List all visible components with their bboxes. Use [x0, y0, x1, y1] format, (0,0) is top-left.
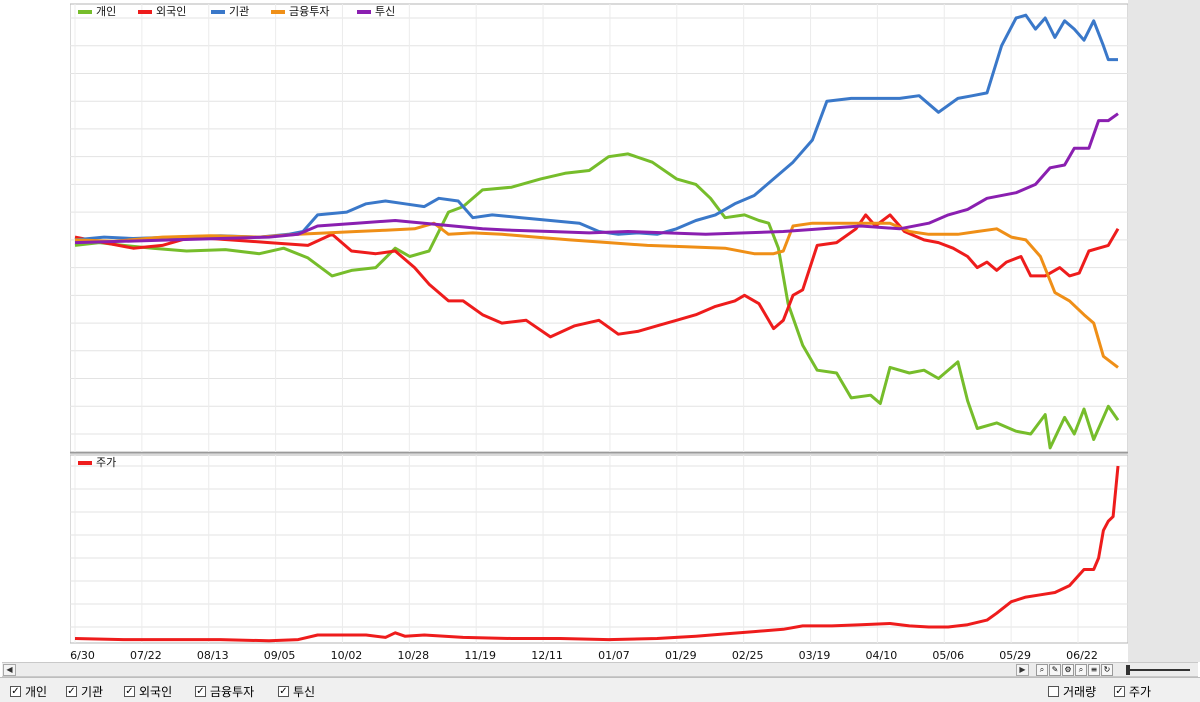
x-tick-label: 05/06 [932, 649, 964, 662]
toggle-label: 거래량 [1063, 685, 1097, 699]
scroll-left-icon[interactable]: ◀ [3, 664, 16, 676]
legend-label: 금융투자 [289, 5, 329, 18]
top-panel: 800,000700,000600,000500,000400,000300,0… [15, 3, 1129, 453]
list-icon[interactable]: ≡ [1088, 664, 1100, 676]
x-tick-label: 10/28 [397, 649, 429, 662]
legend-label: 투신 [375, 5, 395, 18]
legend-label: 외국인 [156, 5, 186, 18]
scroll-right-icon[interactable]: ▶ [1016, 664, 1029, 676]
toggle-label: 외국인 [139, 685, 173, 699]
x-axis: 06/30 07/22 08/13 09/05 10/02 10/28 11/19 12/11… [63, 649, 1098, 662]
x-tick-label: 08/13 [197, 649, 229, 662]
legend-label: 개인 [96, 5, 116, 18]
toggle-label: 금융투자 [210, 685, 255, 699]
zoom-slider-track[interactable] [1128, 669, 1190, 671]
x-tick-label: 06/22 [1066, 649, 1098, 662]
zoom-slider-knob[interactable] [1126, 665, 1130, 675]
x-tick-label: 07/22 [130, 649, 162, 662]
checkbox-icon[interactable]: ✓ [66, 686, 77, 697]
toggle-label: 투신 [293, 685, 316, 699]
series-line-외국인 [74, 213, 1120, 339]
x-tick-label: 05/29 [999, 649, 1031, 662]
series-line-금융투자 [74, 221, 1119, 369]
series-toggle-bar: ✓ 개인 ✓ 기관 ✓ 외국인 ✓ 금융투자 ✓ 투신 거래량 ✓ 주가 [0, 677, 1200, 702]
series-line-투신 [74, 112, 1119, 245]
toggle-label: 주가 [1129, 685, 1152, 699]
series-line-기관 [74, 13, 1118, 242]
legend-swatch [78, 10, 92, 14]
chart-area: 800,000700,000600,000500,000400,000300,0… [0, 0, 1200, 662]
toggle-거래량[interactable]: 거래량 [1048, 683, 1096, 700]
x-tick-label: 09/05 [264, 649, 296, 662]
search-icon[interactable]: ⌕ [1075, 664, 1087, 676]
x-tick-label: 10/02 [331, 649, 363, 662]
checkbox-icon[interactable]: ✓ [10, 686, 21, 697]
toggle-주가[interactable]: ✓ 주가 [1114, 683, 1151, 700]
legend-swatch [138, 10, 152, 14]
x-tick-label: 01/29 [665, 649, 697, 662]
toggle-label: 개인 [25, 685, 48, 699]
toggle-기관[interactable]: ✓ 기관 [66, 683, 103, 700]
checkbox-icon[interactable]: ✓ [1114, 686, 1125, 697]
series-line-주가 [74, 465, 1120, 643]
toggle-개인[interactable]: ✓ 개인 [10, 683, 47, 700]
legend-label: 주가 [96, 456, 116, 469]
toggle-금융투자[interactable]: ✓ 금융투자 [195, 683, 254, 700]
panel-frame [69, 454, 1129, 644]
x-tick-label: 03/19 [799, 649, 831, 662]
series-line-개인 [74, 152, 1120, 450]
x-tick-label: 04/10 [866, 649, 898, 662]
zoom-in-icon[interactable]: ⌕ [1036, 664, 1048, 676]
refresh-icon[interactable]: ↻ [1101, 664, 1113, 676]
legend-label: 기관 [229, 5, 249, 18]
checkbox-icon[interactable]: ✓ [195, 686, 206, 697]
legend-swatch [271, 10, 285, 14]
right-margin [1128, 0, 1200, 662]
panel-frame [69, 3, 1129, 453]
toggle-label: 기관 [81, 685, 104, 699]
toggle-투신[interactable]: ✓ 투신 [278, 683, 315, 700]
x-tick-label: 01/07 [598, 649, 630, 662]
x-tick-label: 11/19 [464, 649, 496, 662]
legend-swatch [78, 461, 92, 465]
checkbox-icon[interactable]: ✓ [278, 686, 289, 697]
legend-swatch [211, 10, 225, 14]
x-tick-label: 06/30 [63, 649, 95, 662]
legend-swatch [357, 10, 371, 14]
bottom-panel: 100,00090,00080,00070,00060,00050,00040,… [19, 454, 1129, 645]
checkbox-icon[interactable]: ✓ [124, 686, 135, 697]
x-tick-label: 12/11 [531, 649, 563, 662]
x-tick-label: 02/25 [732, 649, 764, 662]
checkbox-icon[interactable] [1048, 686, 1059, 697]
y-label-column [0, 0, 70, 662]
toggle-외국인[interactable]: ✓ 외국인 [124, 683, 172, 700]
horizontal-scrollbar[interactable]: ◀ ▶ ⌕ ✎ ⚙ ⌕ ≡ ↻ [2, 662, 1198, 677]
settings-icon[interactable]: ⚙ [1062, 664, 1074, 676]
pencil-icon[interactable]: ✎ [1049, 664, 1061, 676]
